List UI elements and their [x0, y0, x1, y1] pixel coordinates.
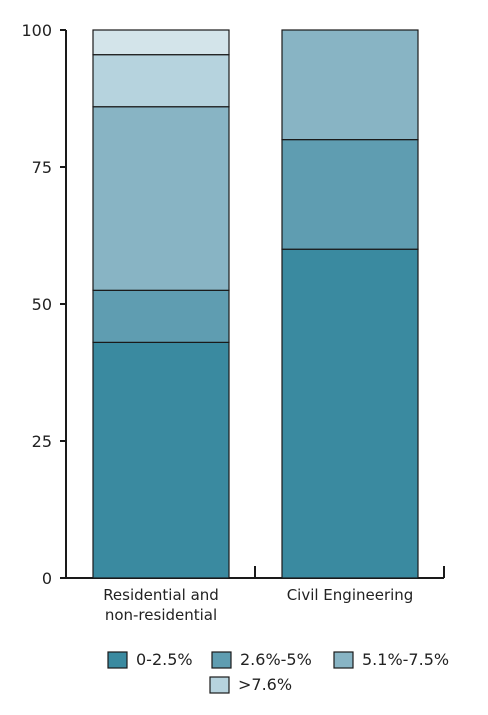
bar-segment-0-2 [92, 106, 230, 291]
bar-segment-0-3 [92, 54, 230, 108]
category-label-1-0: Civil Engineering [287, 586, 414, 604]
bars [92, 29, 419, 579]
bar-segment-0-4 [92, 29, 230, 56]
legend-swatch-3 [209, 676, 230, 694]
bar-segment-1-1 [281, 139, 419, 250]
category-label-0-1: non-residential [105, 606, 217, 624]
bar-segment-1-2 [281, 29, 419, 141]
bar-segment-1-0 [281, 248, 419, 579]
bar-segment-0-1 [92, 289, 230, 343]
legend: 0-2.5% 2.6%-5% 5.1%-7.5% >7.6% [107, 650, 449, 694]
legend-label-2: 5.1%-7.5% [362, 650, 449, 669]
legend-swatch-1 [211, 651, 232, 669]
y-tick-label-75: 75 [32, 158, 52, 177]
category-labels: Residential and non-residential Civil Engi… [103, 586, 413, 624]
y-tick-label-50: 50 [32, 295, 52, 314]
legend-label-3: >7.6% [238, 675, 292, 694]
y-tick-label-25: 25 [32, 432, 52, 451]
y-tick-label-0: 0 [42, 569, 52, 588]
legend-swatch-0 [107, 651, 128, 669]
legend-label-1: 2.6%-5% [240, 650, 312, 669]
category-label-0-0: Residential and [103, 586, 219, 604]
y-tick-label-100: 100 [21, 21, 52, 40]
legend-label-0: 0-2.5% [136, 650, 193, 669]
legend-swatch-2 [333, 651, 354, 669]
bar-segment-0-0 [92, 341, 230, 579]
